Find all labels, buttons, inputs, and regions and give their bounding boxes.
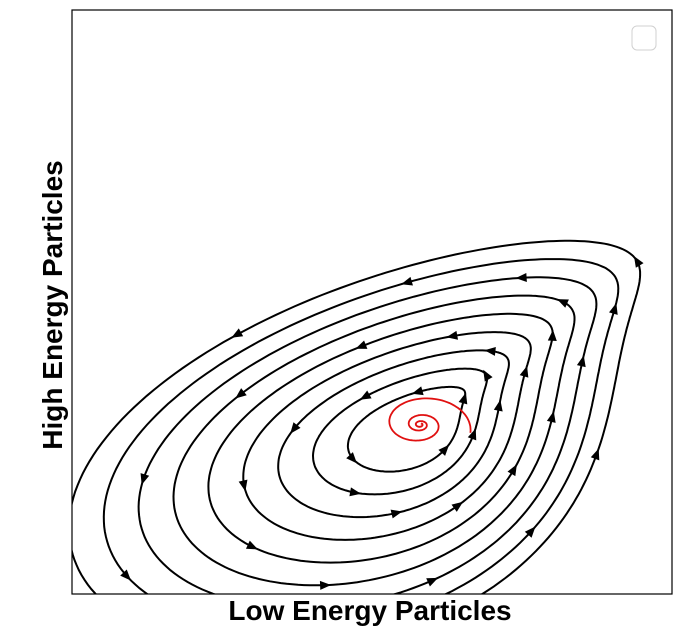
streamline	[102, 258, 620, 594]
flow-arrowhead	[401, 276, 413, 286]
flow-arrowhead	[590, 448, 600, 461]
flow-arrowhead	[546, 411, 556, 423]
flow-arrowhead	[390, 509, 403, 519]
flow-arrowhead	[319, 580, 332, 590]
flow-arrowhead	[451, 501, 464, 512]
flow-arrowhead	[524, 526, 536, 538]
streamlines-layer	[72, 239, 642, 594]
flow-arrowhead	[446, 330, 459, 340]
flow-arrowhead	[359, 390, 372, 400]
flow-arrowhead	[355, 340, 368, 349]
flow-arrowhead	[547, 329, 557, 342]
flow-arrowhead	[346, 452, 357, 464]
flow-arrowhead	[493, 399, 503, 412]
trajectory-spiral	[388, 397, 472, 442]
plot-frame	[71, 9, 673, 595]
flow-arrowhead	[235, 388, 247, 399]
streamline	[346, 385, 467, 473]
streamline	[72, 239, 642, 594]
streamline	[277, 349, 510, 519]
legend-box	[631, 25, 657, 51]
streamline	[242, 331, 532, 541]
streamline	[311, 367, 489, 496]
flow-arrowhead	[140, 473, 150, 485]
flow-arrowhead	[231, 328, 244, 338]
flow-arrowhead	[245, 540, 258, 550]
flow-arrowhead	[609, 303, 618, 315]
flow-arrowhead	[576, 355, 586, 368]
flow-arrowhead	[438, 444, 450, 456]
y-axis-label: High Energy Particles	[37, 160, 68, 449]
flow-arrowhead	[458, 392, 468, 405]
flow-arrowhead	[290, 422, 301, 434]
flow-arrowhead	[484, 346, 496, 356]
flow-arrowhead	[238, 479, 248, 492]
flow-arrowhead	[426, 577, 439, 587]
flow-arrowhead	[483, 369, 493, 382]
flow-arrowhead	[349, 487, 362, 497]
flow-arrowhead	[557, 299, 569, 308]
flow-arrowhead	[507, 464, 517, 477]
flow-arrowhead	[519, 365, 529, 378]
x-axis-label: Low Energy Particles	[228, 595, 511, 626]
trajectory-layer	[388, 397, 472, 442]
flow-arrowhead	[467, 428, 477, 441]
flow-arrowhead	[120, 569, 131, 581]
flow-arrowhead	[633, 256, 644, 268]
streamline	[207, 312, 554, 564]
arrowheads-layer	[120, 256, 644, 590]
flow-arrowhead	[515, 272, 527, 282]
flow-arrowhead	[411, 386, 424, 396]
streamline	[137, 276, 598, 594]
streamline	[172, 294, 576, 587]
